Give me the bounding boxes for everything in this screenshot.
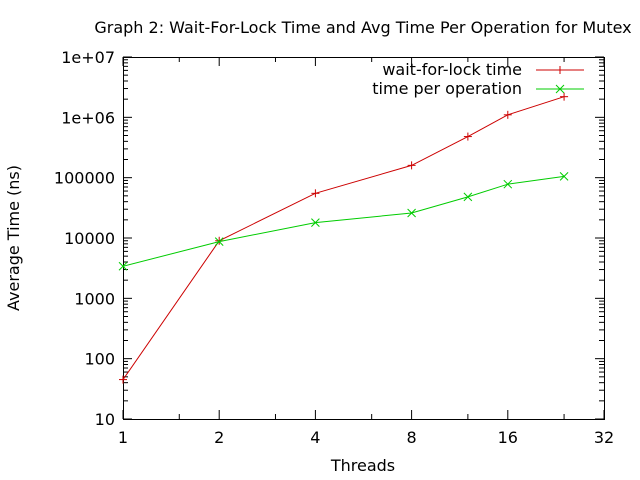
plot-area bbox=[123, 57, 605, 420]
y-tick-label: 1e+06 bbox=[61, 108, 115, 127]
x-axis-label: Threads bbox=[330, 456, 395, 475]
series-line-2 bbox=[122, 175, 565, 267]
legend-marker bbox=[556, 66, 564, 74]
data-point bbox=[463, 132, 472, 141]
series-line-1 bbox=[122, 96, 565, 380]
y-tick-label: 1000 bbox=[74, 289, 115, 308]
chart-title: Graph 2: Wait-For-Lock Time and Avg Time… bbox=[94, 18, 631, 37]
data-point bbox=[214, 237, 224, 247]
data-point bbox=[503, 179, 513, 189]
x-tick-label: 2 bbox=[214, 428, 224, 447]
data-point bbox=[503, 110, 512, 119]
y-axis: 10 100 1000 10000 100000 1e+06 1e+07 bbox=[54, 48, 604, 429]
data-point bbox=[311, 189, 320, 198]
data-point bbox=[559, 172, 569, 181]
legend-marker bbox=[555, 84, 565, 94]
data-point bbox=[560, 92, 569, 101]
data-point bbox=[407, 208, 416, 218]
y-tick-label: 10 bbox=[95, 410, 115, 429]
data-point bbox=[407, 161, 416, 170]
y-axis-label: Average Time (ns) bbox=[4, 165, 23, 311]
data-point bbox=[463, 192, 473, 202]
data-point bbox=[118, 261, 128, 271]
x-tick-label: 8 bbox=[407, 428, 417, 447]
x-tick-label: 16 bbox=[498, 428, 518, 447]
legend-label: wait-for-lock time bbox=[382, 60, 522, 79]
series-layer bbox=[118, 92, 569, 384]
x-tick-label: 1 bbox=[118, 428, 128, 447]
y-tick-label: 100 bbox=[84, 350, 115, 369]
x-axis: 1 2 4 8 16 32 bbox=[118, 57, 614, 447]
x-tick-label: 4 bbox=[310, 428, 320, 447]
y-tick-label: 100000 bbox=[54, 169, 115, 188]
data-point bbox=[311, 218, 320, 227]
y-tick-label: 1e+07 bbox=[61, 48, 115, 67]
x-tick-label: 32 bbox=[594, 428, 614, 447]
data-point bbox=[119, 375, 127, 384]
y-tick-label: 10000 bbox=[64, 229, 115, 248]
legend-label: time per operation bbox=[372, 79, 522, 98]
